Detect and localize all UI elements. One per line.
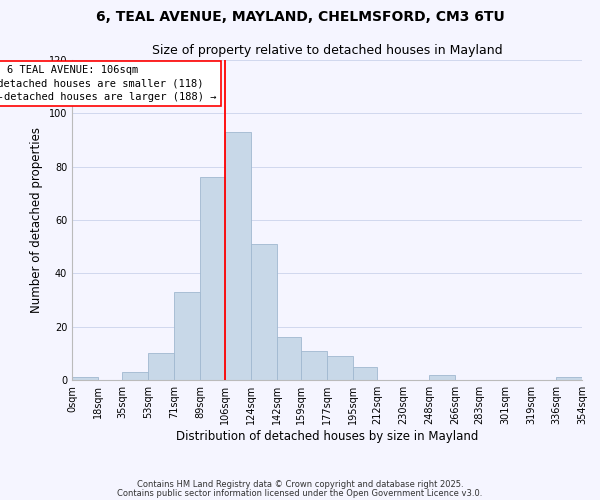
Y-axis label: Number of detached properties: Number of detached properties — [30, 127, 43, 313]
Bar — [225, 132, 251, 380]
Bar — [277, 338, 301, 380]
Bar — [72, 378, 98, 380]
Bar — [327, 356, 353, 380]
Text: Contains public sector information licensed under the Open Government Licence v3: Contains public sector information licen… — [118, 488, 482, 498]
Bar — [429, 374, 455, 380]
Bar — [301, 350, 327, 380]
Text: 6 TEAL AVENUE: 106sqm
← 38% of detached houses are smaller (118)
61% of semi-det: 6 TEAL AVENUE: 106sqm ← 38% of detached … — [0, 66, 217, 102]
Bar — [174, 292, 200, 380]
Bar — [556, 378, 582, 380]
Text: Contains HM Land Registry data © Crown copyright and database right 2025.: Contains HM Land Registry data © Crown c… — [137, 480, 463, 489]
Bar — [148, 354, 174, 380]
Bar — [251, 244, 277, 380]
X-axis label: Distribution of detached houses by size in Mayland: Distribution of detached houses by size … — [176, 430, 478, 443]
Bar — [200, 178, 225, 380]
Text: 6, TEAL AVENUE, MAYLAND, CHELMSFORD, CM3 6TU: 6, TEAL AVENUE, MAYLAND, CHELMSFORD, CM3… — [95, 10, 505, 24]
Bar — [353, 366, 377, 380]
Bar — [122, 372, 148, 380]
Title: Size of property relative to detached houses in Mayland: Size of property relative to detached ho… — [152, 44, 502, 58]
